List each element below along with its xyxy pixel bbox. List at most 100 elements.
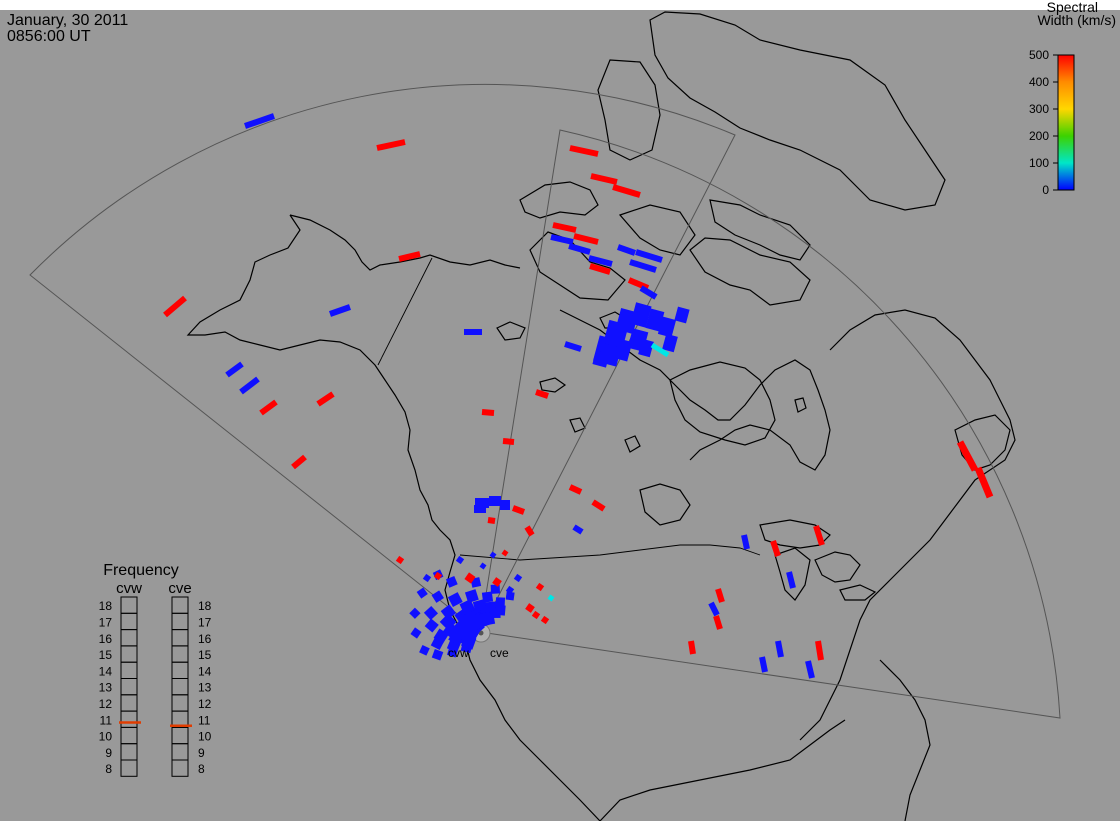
echo-cell [239, 376, 260, 395]
echo-cell [531, 610, 541, 620]
frequency-title: Frequency [103, 562, 179, 579]
frequency-cell [171, 759, 189, 777]
echo-cell [455, 555, 465, 565]
echo-cell [592, 350, 610, 368]
echo-cell [612, 184, 641, 198]
echo-cell [588, 255, 613, 267]
echo-cell [615, 308, 639, 334]
echo-cell [410, 627, 422, 639]
frequency-label-right: 13 [198, 681, 212, 695]
echo-cell [501, 549, 509, 557]
echo-cell [713, 615, 723, 630]
echo-cell [638, 338, 654, 358]
echo-cell [505, 591, 515, 601]
echo-cell [815, 640, 824, 661]
echo-cell [423, 606, 439, 621]
frequency-cell [120, 759, 138, 777]
echo-cell [552, 222, 577, 233]
frequency-label-left: 9 [105, 746, 112, 760]
echo-cell [244, 113, 275, 129]
echo-cell [674, 306, 690, 324]
radar-label-cve: cve [490, 646, 509, 660]
echo-cell [447, 592, 463, 607]
colorbar-tick-label: 100 [1029, 156, 1049, 170]
echo-cell [688, 640, 696, 655]
echo-cell [505, 585, 515, 595]
echo-cell [650, 342, 670, 358]
echo-cell [589, 263, 611, 275]
echo-cell [639, 285, 658, 300]
echo-cell [775, 640, 784, 658]
echo-cell [422, 573, 432, 583]
echo-cell [805, 660, 815, 679]
frequency-label-right: 18 [198, 599, 212, 613]
echo-cell [291, 454, 307, 470]
echo-cell [329, 304, 351, 317]
echo-cell [481, 409, 495, 416]
frequency-label-left: 13 [99, 681, 113, 695]
radar-fov-outlines [29, 83, 1061, 719]
plot-time: 0856:00 UT [7, 28, 91, 45]
frequency-label-right: 16 [198, 632, 212, 646]
colorbar-tick-label: 400 [1029, 75, 1049, 89]
frequency-label-right: 15 [198, 648, 212, 662]
frequency-label-left: 15 [99, 648, 113, 662]
frequency-label-right: 14 [198, 664, 212, 678]
echo-cell [591, 499, 606, 512]
frequency-label-left: 10 [99, 730, 113, 744]
echo-cell [459, 599, 476, 616]
echo-cell [535, 389, 549, 399]
echo-cell [550, 234, 574, 245]
echo-cell [376, 139, 406, 151]
echo-cell [590, 173, 618, 185]
frequency-label-left: 16 [99, 632, 113, 646]
echo-cell [657, 316, 677, 338]
echo-cell [490, 584, 501, 594]
echo-cell [431, 649, 444, 661]
echo-cell [956, 440, 979, 472]
echo-cell [564, 341, 582, 352]
spectral-width-colorbar: Spectral Width (km/s) 500 400 300 200 100 0 [1029, 0, 1116, 197]
echo-cell [613, 338, 633, 362]
frequency-label-left: 18 [99, 599, 113, 613]
echo-cell [525, 603, 535, 613]
frequency-label-left: 11 [100, 713, 113, 727]
frequency-label-left: 12 [99, 697, 113, 711]
frequency-panel: Frequency cvw cve 18 18 17 17 16 16 15 15 14 14 13… [99, 562, 212, 777]
echo-cell [568, 243, 591, 255]
echo-cell [572, 524, 584, 535]
echo-cell [492, 577, 502, 587]
echo-cell [259, 399, 278, 416]
echo-cell [502, 438, 515, 445]
map-background [0, 10, 1120, 821]
radar-label-cvw: cvw [448, 646, 469, 660]
scatter-echoes [163, 113, 994, 679]
frequency-label-left: 17 [99, 615, 113, 629]
frequency-label-right: 9 [198, 746, 205, 760]
frequency-label-right: 12 [198, 697, 212, 711]
colorbar-title-line1: Spectral [1047, 0, 1098, 15]
echo-cell [568, 484, 583, 495]
echo-cell [662, 333, 678, 353]
frequency-label-left: 14 [99, 664, 113, 678]
colorbar-tick-label: 300 [1029, 102, 1049, 116]
echo-cell [431, 590, 444, 603]
frequency-radar-cvw: cvw [116, 580, 142, 597]
echo-cell [495, 597, 506, 607]
frequency-label-left: 8 [105, 762, 112, 776]
echo-cell [524, 525, 535, 537]
echo-cell [617, 244, 636, 256]
echo-cell [487, 517, 496, 524]
colorbar-tick-label: 0 [1042, 183, 1049, 197]
echo-cell [635, 249, 663, 263]
echo-cell [786, 571, 796, 589]
echo-cell [409, 607, 421, 619]
frequency-grid: 18 18 17 17 16 16 15 15 14 14 13 13 12 12 11 11 10 10 9 9 8 8 [99, 596, 212, 777]
echo-cell [481, 611, 496, 626]
echo-cell [569, 145, 599, 157]
echo-cell [439, 613, 457, 631]
echo-cell [395, 555, 405, 565]
echo-cell [419, 644, 430, 656]
